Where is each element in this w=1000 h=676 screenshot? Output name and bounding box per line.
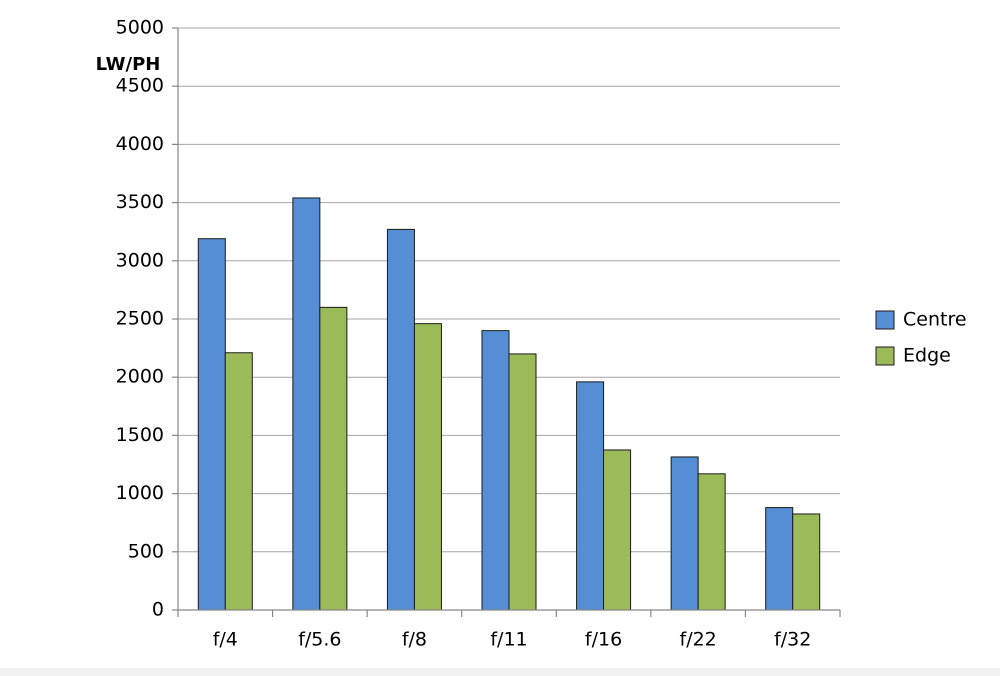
bottom-strip (0, 668, 1000, 676)
bar (481, 330, 510, 611)
bar (792, 513, 821, 611)
bar (765, 507, 794, 611)
y-tick-label: 2000 (116, 366, 164, 388)
bar (413, 323, 442, 611)
bar (576, 381, 605, 611)
legend-swatch (875, 310, 895, 330)
y-tick-label: 4500 (116, 75, 164, 97)
y-tick-label: 1500 (116, 424, 164, 446)
bar (508, 353, 537, 611)
bar (319, 306, 348, 611)
bar (197, 238, 226, 611)
x-tick-label: f/8 (402, 629, 427, 651)
legend-label: Centre (903, 309, 967, 331)
bar (224, 352, 253, 611)
x-tick-label: f/11 (490, 629, 527, 651)
legend-label: Edge (903, 345, 951, 367)
y-axis-label: LW/PH (96, 54, 161, 75)
x-tick-label: f/32 (774, 629, 811, 651)
y-tick-label: 4000 (116, 133, 164, 155)
bar (386, 228, 415, 611)
x-tick-label: f/22 (680, 629, 717, 651)
y-tick-label: 500 (128, 540, 164, 562)
y-tick-label: 3500 (116, 191, 164, 213)
legend-swatch (875, 346, 895, 366)
x-tick-label: f/16 (585, 629, 622, 651)
bar (670, 456, 699, 611)
x-tick-label: f/5.6 (298, 629, 341, 651)
bar (603, 449, 632, 611)
bar (697, 473, 726, 611)
y-tick-label: 0 (152, 599, 164, 621)
y-tick-label: 1000 (116, 482, 164, 504)
y-tick-label: 2500 (116, 308, 164, 330)
y-tick-label: 3000 (116, 249, 164, 271)
bar (292, 197, 321, 611)
x-tick-label: f/4 (213, 629, 238, 651)
y-tick-label: 5000 (116, 17, 164, 39)
